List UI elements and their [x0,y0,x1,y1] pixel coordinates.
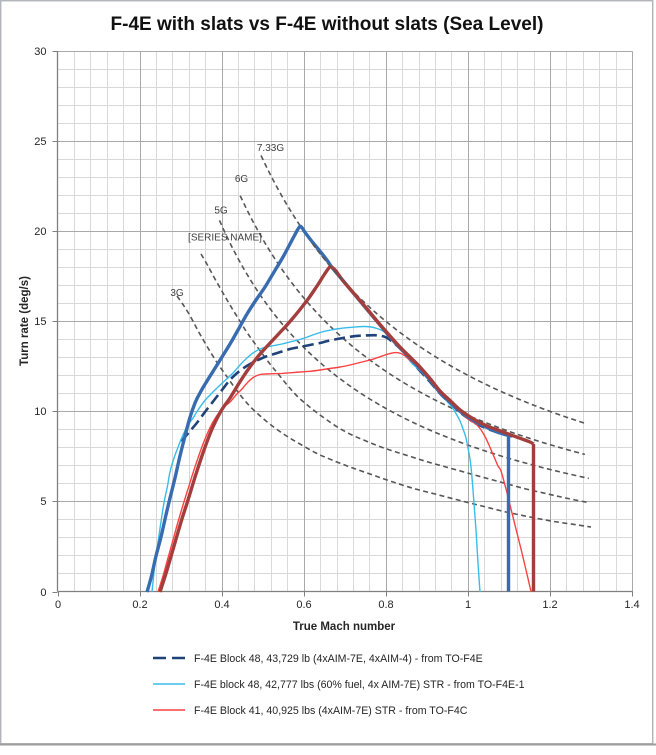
svg-text:3G: 3G [170,288,184,299]
svg-text:True Mach number: True Mach number [293,621,396,633]
svg-text:0.8: 0.8 [378,599,393,611]
svg-text:0: 0 [40,587,46,599]
svg-text:15: 15 [34,316,46,328]
svg-text:F-4E with slats vs F-4E withou: F-4E with slats vs F-4E without slats (S… [111,14,544,35]
svg-text:1.4: 1.4 [624,599,639,611]
svg-text:30: 30 [34,46,46,58]
svg-text:20: 20 [34,226,46,238]
svg-text:1: 1 [465,599,471,611]
svg-text:Turn rate (deg/s): Turn rate (deg/s) [19,276,31,366]
svg-text:6G: 6G [235,174,249,185]
svg-text:0.6: 0.6 [296,599,311,611]
svg-text:5G: 5G [214,206,228,217]
svg-text:F-4E Block 48, 43,729 lb (4xAI: F-4E Block 48, 43,729 lb (4xAIM-7E, 4xAI… [194,653,483,665]
svg-text:0.4: 0.4 [214,599,229,611]
svg-text:0: 0 [55,599,61,611]
svg-text:25: 25 [34,136,46,148]
svg-text:0.2: 0.2 [132,599,147,611]
svg-text:7.33G: 7.33G [257,143,284,154]
svg-text:10: 10 [34,406,46,418]
svg-text:F-4E Block 41, 40,925 lbs (4xA: F-4E Block 41, 40,925 lbs (4xAIM-7E) STR… [194,705,468,717]
svg-text:1.2: 1.2 [542,599,557,611]
svg-text:[SERIES NAME]: [SERIES NAME] [188,233,262,244]
svg-text:5: 5 [40,496,46,508]
svg-text:F-4E block 48, 42,777 lbs (60%: F-4E block 48, 42,777 lbs (60% fuel, 4x … [194,679,525,691]
